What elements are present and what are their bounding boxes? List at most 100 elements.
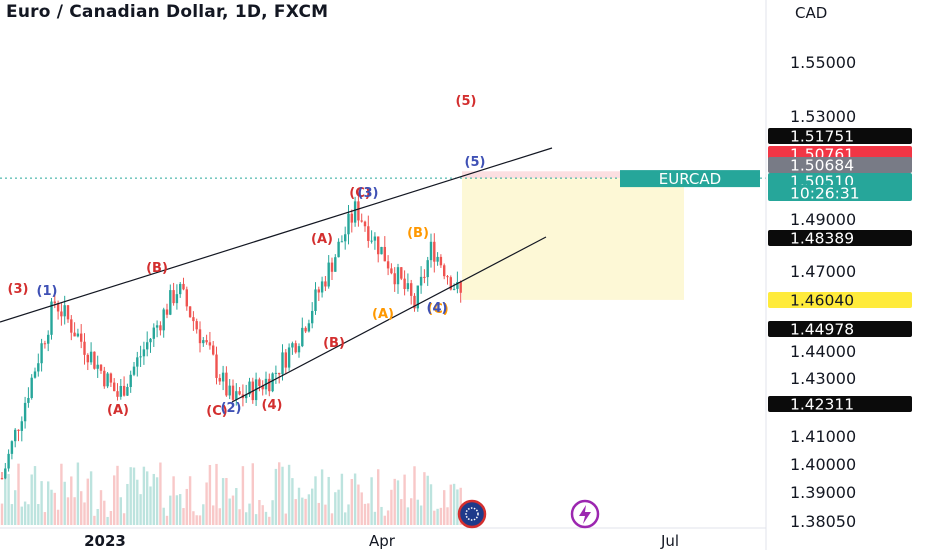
volume-bar bbox=[30, 474, 33, 525]
volume-bar bbox=[314, 476, 317, 525]
candle-body bbox=[396, 267, 400, 285]
candle-body bbox=[198, 329, 202, 344]
volume-bar bbox=[380, 506, 383, 525]
volume-bar bbox=[0, 503, 4, 525]
volume-bar bbox=[327, 476, 330, 525]
candle-body bbox=[169, 290, 172, 315]
price-label-box bbox=[768, 230, 912, 246]
candle-body bbox=[287, 347, 291, 368]
volume-bar bbox=[254, 514, 258, 525]
candle-body bbox=[449, 277, 452, 290]
volume-bar bbox=[221, 478, 225, 525]
candle-body bbox=[347, 213, 350, 235]
candle-body bbox=[188, 306, 192, 318]
volume-bar bbox=[268, 516, 271, 525]
candle-body bbox=[238, 391, 241, 395]
candle-body bbox=[225, 372, 228, 396]
volume-bar bbox=[129, 467, 132, 525]
volume-bar bbox=[357, 484, 360, 525]
candle-body bbox=[320, 281, 324, 293]
candle-body bbox=[423, 276, 426, 278]
price-tick: 1.47000 bbox=[790, 262, 856, 281]
volume-bar bbox=[152, 473, 155, 525]
volume-bar bbox=[373, 511, 377, 525]
wave-label: (C) bbox=[206, 404, 227, 419]
candle-body bbox=[281, 352, 284, 375]
price-axis-bg bbox=[766, 0, 932, 550]
candle-body bbox=[271, 373, 274, 392]
wedge-lower-line bbox=[231, 236, 547, 403]
candle-body bbox=[278, 372, 281, 375]
volume-bar bbox=[215, 463, 218, 525]
candle-body bbox=[129, 374, 132, 387]
volume-bar bbox=[419, 505, 423, 525]
time-tick: 2023 bbox=[84, 532, 126, 550]
volume-bar bbox=[416, 499, 419, 525]
candle-body bbox=[373, 236, 377, 241]
candle-body bbox=[33, 371, 37, 378]
volume-bar bbox=[274, 468, 278, 525]
candle-body bbox=[185, 289, 188, 307]
candle-body bbox=[410, 283, 413, 296]
candle-body bbox=[99, 364, 103, 371]
volume-bar bbox=[218, 508, 221, 525]
candle-body bbox=[132, 366, 136, 375]
volume-bar bbox=[99, 490, 103, 525]
price-axis-currency: CAD bbox=[795, 4, 827, 22]
volume-bar bbox=[17, 463, 20, 525]
candle-body bbox=[363, 221, 367, 227]
volume-bar bbox=[225, 478, 228, 525]
economic-event-icon-ring bbox=[465, 507, 479, 521]
candle-body bbox=[294, 343, 297, 353]
candle-body bbox=[459, 281, 462, 293]
volume-bar bbox=[56, 509, 60, 525]
volume-bar bbox=[423, 472, 426, 525]
price-label: 1.44978 bbox=[790, 321, 854, 339]
candle-body bbox=[136, 357, 139, 367]
volume-bar bbox=[238, 509, 241, 525]
volume-bar bbox=[106, 516, 109, 525]
volume-bar bbox=[278, 462, 281, 525]
volume-bar bbox=[7, 474, 10, 525]
candle-body bbox=[284, 352, 287, 368]
candle-body bbox=[221, 372, 225, 382]
volume-bar bbox=[73, 497, 76, 525]
candle-body bbox=[324, 281, 327, 287]
candle-body bbox=[96, 364, 99, 369]
volume-bar bbox=[192, 511, 195, 525]
volume-bar bbox=[43, 512, 47, 525]
volume-bar bbox=[429, 484, 433, 525]
candle-body bbox=[86, 354, 89, 363]
volume-bar bbox=[136, 479, 139, 525]
volume-bar bbox=[205, 482, 208, 525]
volume-bar bbox=[122, 513, 126, 525]
candle-body bbox=[30, 377, 33, 398]
candle-body bbox=[159, 325, 162, 331]
candle-body bbox=[175, 294, 179, 304]
volume-bar bbox=[96, 508, 99, 525]
volume-bar bbox=[172, 476, 175, 525]
volume-bar bbox=[443, 490, 446, 525]
candle-body bbox=[7, 453, 10, 469]
candle-body bbox=[228, 385, 231, 396]
volume-bar bbox=[66, 497, 70, 525]
volume-bar bbox=[456, 489, 459, 525]
candle-body bbox=[139, 356, 142, 358]
volume-bar bbox=[396, 480, 400, 525]
volume-bar bbox=[393, 478, 396, 525]
candle-body bbox=[47, 334, 50, 344]
wave-label: (B) bbox=[146, 261, 168, 276]
volume-bar bbox=[360, 492, 363, 525]
wave-label: (1) bbox=[37, 284, 58, 299]
volume-bar bbox=[390, 489, 393, 525]
volume-bar bbox=[165, 515, 169, 525]
position-target-zone bbox=[462, 178, 684, 300]
candle-body bbox=[60, 311, 63, 317]
volume-bar bbox=[370, 477, 373, 525]
candle-body bbox=[274, 372, 278, 374]
volume-bar bbox=[406, 507, 410, 525]
volume-bar bbox=[413, 466, 416, 525]
volume-bar bbox=[452, 483, 456, 525]
